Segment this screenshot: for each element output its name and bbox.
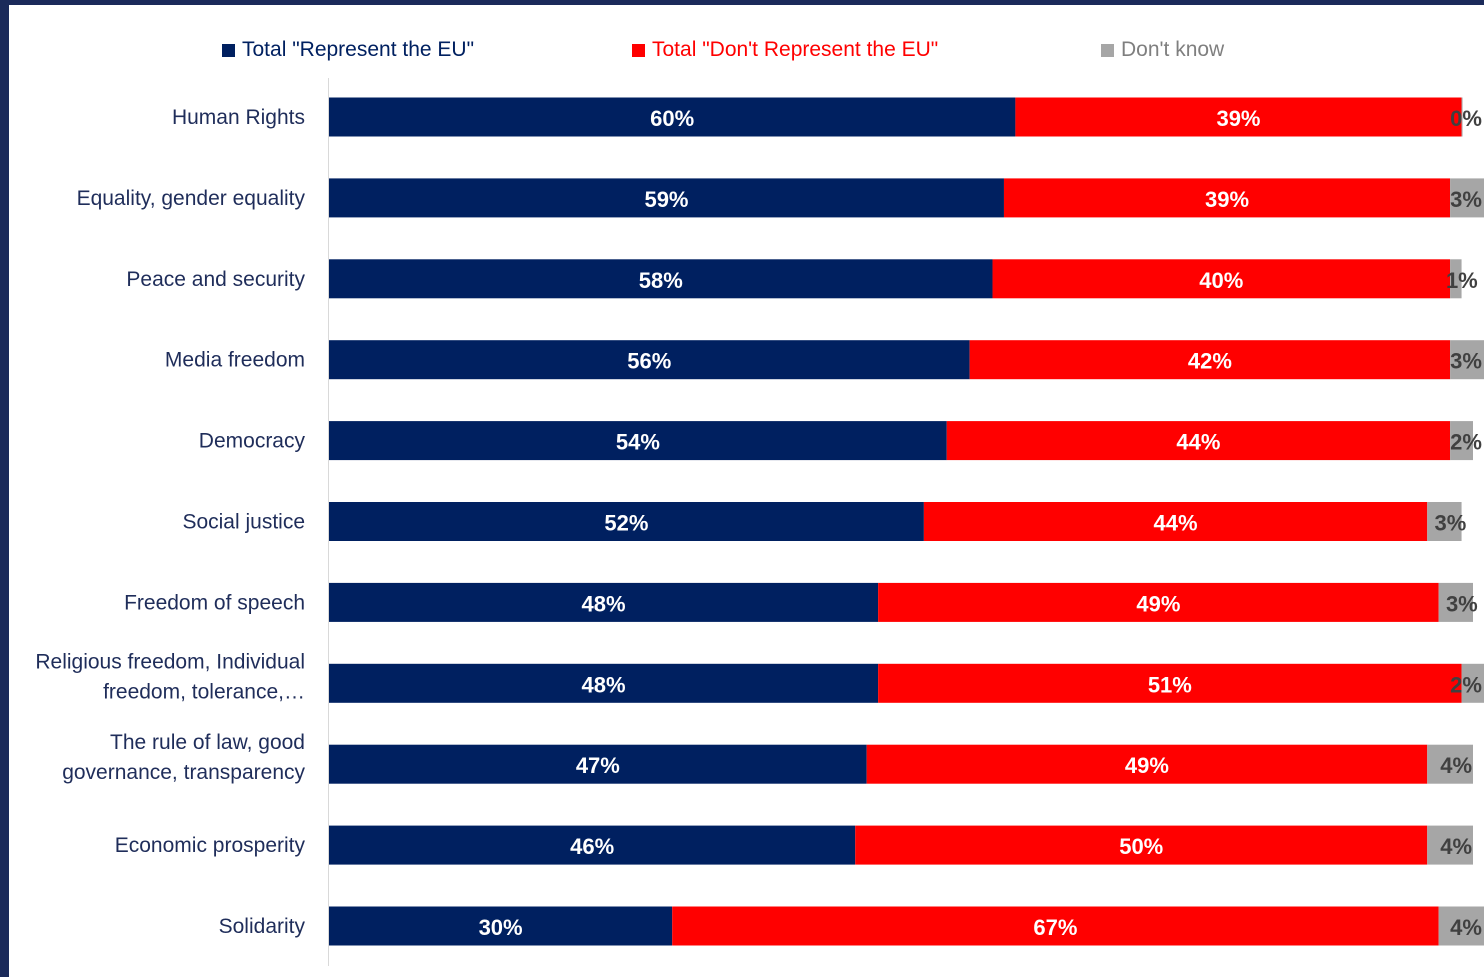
bar-segment-dont-represent — [855, 825, 1428, 865]
bar-segment-dont-know — [1450, 340, 1484, 380]
category-label: Freedom of speech — [124, 591, 305, 614]
data-label-dont-represent: 44% — [1176, 430, 1220, 455]
bar-segment-dont-represent — [878, 582, 1439, 622]
legend-item-represent: Total "Represent the EU" — [222, 38, 474, 62]
data-label-represent: 56% — [627, 349, 671, 374]
bar-segment-represent — [329, 825, 856, 865]
data-label-dont-know: 3% — [1435, 511, 1467, 536]
bar-segment-dont-represent — [923, 502, 1428, 541]
bar-segment-dont-know — [1461, 663, 1484, 703]
data-label-represent: 54% — [616, 430, 660, 455]
category-label: Media freedom — [165, 349, 305, 372]
bar-segment-dont-represent — [969, 340, 1451, 380]
data-label-dont-represent: 40% — [1199, 268, 1243, 293]
data-label-dont-know: 1% — [1446, 268, 1478, 293]
data-label-represent: 48% — [582, 591, 626, 616]
data-label-dont-know: 4% — [1440, 753, 1472, 778]
bar-segment-represent — [329, 582, 879, 622]
data-label-dont-represent: 51% — [1148, 672, 1192, 697]
bar-segment-dont-know — [1427, 825, 1473, 865]
bar-segment-dont-represent — [1003, 178, 1451, 218]
legend-label-dont-know: Don't know — [1121, 38, 1225, 61]
data-label-dont-represent: 67% — [1033, 915, 1077, 940]
category-label: Solidarity — [219, 915, 306, 938]
data-label-represent: 58% — [639, 268, 683, 293]
data-label-dont-know: 2% — [1450, 672, 1482, 697]
bar-segment-dont-represent — [1015, 97, 1462, 137]
bar-segment-dont-know — [1427, 744, 1473, 784]
legend-swatch-represent — [222, 43, 235, 57]
data-label-represent: 46% — [570, 834, 614, 859]
data-label-dont-know: 2% — [1450, 430, 1482, 455]
category-label: Economic prosperity — [115, 834, 306, 857]
legend-swatch-dont-represent — [632, 43, 645, 57]
bar-segment-represent — [329, 502, 924, 541]
category-label-line: Religious freedom, Individual — [35, 650, 305, 673]
legend-swatch-dont-know — [1101, 43, 1114, 57]
data-label-dont-know: 4% — [1440, 834, 1472, 859]
bar-segment-represent — [329, 340, 970, 380]
bar-segment-dont-know — [1427, 502, 1462, 541]
legend-item-dont-know: Don't know — [1101, 38, 1224, 62]
category-label-line: freedom, tolerance,… — [103, 680, 305, 703]
data-label-dont-know: 4% — [1450, 915, 1482, 940]
category-label: The rule of law, good governance, transpa… — [62, 731, 305, 784]
legend-item-dont-represent: Total "Don't Represent the EU" — [632, 38, 938, 62]
data-label-dont-represent: 50% — [1119, 834, 1163, 859]
category-label: Peace and security — [126, 268, 305, 291]
bars-group: Human Rights 60% 39% 0% Equality, gender equ… — [35, 97, 1484, 946]
data-label-dont-represent: 49% — [1136, 591, 1180, 616]
bar-segment-dont-know — [1450, 178, 1484, 218]
bar-segment-dont-know — [1438, 906, 1484, 946]
data-label-dont-know: 3% — [1450, 349, 1482, 374]
bar-segment-dont-represent — [866, 744, 1428, 784]
bar-segment-dont-know — [1461, 97, 1463, 137]
data-label-dont-know: 3% — [1450, 187, 1482, 212]
data-label-represent: 47% — [576, 753, 620, 778]
data-label-dont-know: 0% — [1450, 106, 1482, 131]
bar-segment-represent — [329, 178, 1004, 218]
data-label-dont-represent: 44% — [1154, 511, 1198, 536]
bar-segment-dont-know — [1450, 259, 1462, 299]
data-label-represent: 60% — [650, 106, 694, 131]
category-label: Religious freedom, Individual freedom, to… — [35, 650, 305, 703]
bar-segment-represent — [329, 906, 673, 946]
data-label-represent: 52% — [604, 511, 648, 536]
data-label-dont-represent: 49% — [1125, 753, 1169, 778]
bar-segment-represent — [329, 663, 879, 703]
legend-label-represent: Total "Represent the EU" — [242, 38, 475, 61]
bar-segment-dont-represent — [992, 259, 1451, 299]
data-label-represent: 30% — [479, 915, 523, 940]
data-label-dont-represent: 39% — [1205, 187, 1249, 212]
bar-segment-dont-represent — [946, 421, 1451, 461]
category-label: Equality, gender equality — [77, 187, 306, 210]
bar-segment-represent — [329, 259, 993, 299]
bar-segment-dont-represent — [878, 663, 1462, 703]
bar-segment-represent — [329, 421, 947, 461]
category-label-line: The rule of law, good — [110, 731, 305, 754]
category-label: Social justice — [182, 511, 305, 534]
legend-label-dont-represent: Total "Don't Represent the EU" — [652, 38, 939, 61]
bar-segment-dont-represent — [672, 906, 1439, 946]
data-label-dont-know: 3% — [1446, 591, 1478, 616]
bar-segment-represent — [329, 744, 867, 784]
data-label-dont-represent: 42% — [1188, 349, 1232, 374]
bar-segment-dont-know — [1450, 421, 1473, 461]
data-label-represent: 59% — [644, 187, 688, 212]
data-label-dont-represent: 39% — [1216, 106, 1260, 131]
bar-segment-represent — [329, 97, 1016, 137]
category-label: Human Rights — [172, 106, 305, 129]
data-label-represent: 48% — [582, 672, 626, 697]
bar-segment-dont-know — [1438, 582, 1473, 622]
category-label-line: governance, transparency — [62, 761, 305, 784]
category-label: Democracy — [199, 430, 306, 453]
